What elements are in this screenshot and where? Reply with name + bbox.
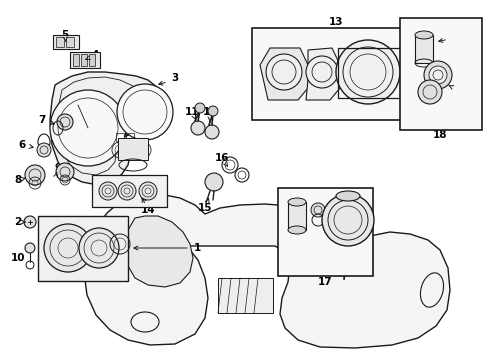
Bar [414, 35, 432, 63]
Text: 12: 12 [203, 107, 217, 117]
Circle shape [25, 243, 35, 253]
Polygon shape [125, 216, 193, 287]
Ellipse shape [287, 198, 305, 206]
Circle shape [99, 182, 117, 200]
Circle shape [50, 90, 126, 166]
Circle shape [417, 80, 441, 104]
Bar [287, 202, 305, 230]
Circle shape [335, 40, 399, 104]
Text: 15: 15 [197, 203, 212, 213]
Circle shape [24, 216, 36, 228]
Bar [38, 216, 128, 281]
Circle shape [423, 61, 451, 89]
Circle shape [25, 165, 45, 185]
Text: 9: 9 [54, 163, 61, 173]
Bar [73, 54, 79, 66]
Circle shape [139, 182, 157, 200]
Bar [56, 37, 64, 47]
Circle shape [56, 163, 74, 181]
Circle shape [195, 103, 204, 113]
Bar [337, 48, 409, 98]
Text: 7: 7 [38, 115, 45, 125]
Bar [278, 188, 372, 276]
Text: 18: 18 [432, 130, 447, 140]
Text: 6: 6 [19, 140, 25, 150]
Bar [399, 18, 481, 130]
Ellipse shape [335, 191, 359, 201]
Text: 19: 19 [450, 85, 464, 95]
Circle shape [79, 228, 119, 268]
Circle shape [204, 125, 219, 139]
Circle shape [321, 194, 373, 246]
Text: 14: 14 [141, 205, 155, 215]
Text: 16: 16 [214, 153, 229, 163]
Circle shape [207, 106, 218, 116]
Text: 5: 5 [61, 30, 68, 40]
Text: 17: 17 [317, 277, 332, 287]
Text: 10: 10 [11, 253, 25, 263]
Polygon shape [260, 48, 307, 100]
Circle shape [191, 121, 204, 135]
Text: 3: 3 [171, 73, 178, 83]
Text: 13: 13 [328, 17, 343, 27]
Bar [251, 28, 419, 120]
Bar [116, 133, 124, 141]
Polygon shape [289, 216, 364, 275]
Text: 2: 2 [14, 217, 21, 227]
Circle shape [204, 173, 223, 191]
Circle shape [117, 84, 173, 140]
Bar [66, 37, 74, 47]
Bar [53, 35, 79, 49]
Text: 20: 20 [447, 33, 461, 43]
Bar [126, 133, 134, 141]
Text: 11: 11 [184, 107, 199, 117]
Ellipse shape [287, 226, 305, 234]
Text: 4: 4 [91, 50, 99, 60]
Circle shape [305, 56, 337, 88]
Bar [70, 52, 100, 68]
Polygon shape [50, 72, 163, 185]
Polygon shape [305, 48, 339, 100]
Bar [118, 138, 148, 160]
Circle shape [118, 182, 136, 200]
Bar [81, 54, 87, 66]
Ellipse shape [414, 31, 432, 39]
Circle shape [428, 66, 446, 84]
Text: 1: 1 [193, 243, 200, 253]
Bar [218, 278, 272, 313]
Circle shape [37, 143, 51, 157]
Bar [92, 175, 167, 207]
Circle shape [44, 224, 92, 272]
Circle shape [57, 114, 73, 130]
Circle shape [310, 203, 325, 217]
Text: 8: 8 [14, 175, 21, 185]
Circle shape [265, 54, 302, 90]
Bar [89, 54, 95, 66]
Polygon shape [84, 194, 449, 348]
